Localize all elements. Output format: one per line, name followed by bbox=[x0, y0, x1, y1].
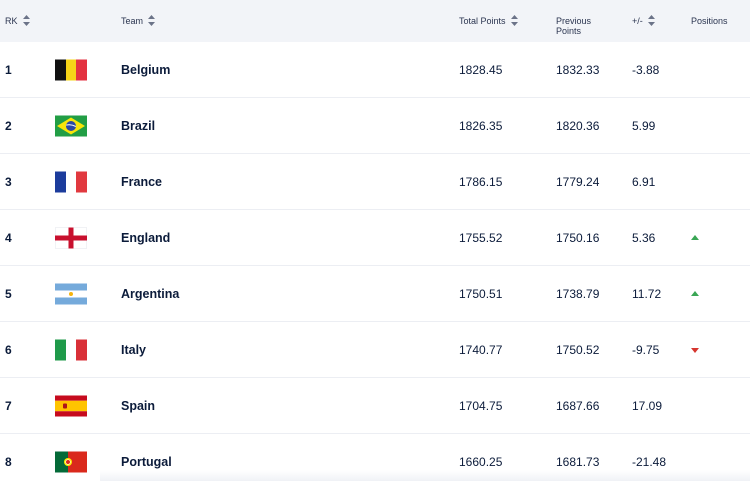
previous-points-cell: 1750.16 bbox=[556, 230, 600, 245]
previous-points-header-label: Previous Points bbox=[556, 16, 592, 36]
position-up-icon bbox=[689, 290, 701, 298]
team-column-header[interactable]: Team bbox=[121, 15, 156, 27]
points-change-cell: 11.72 bbox=[632, 286, 662, 301]
team-name-link[interactable]: Italy bbox=[121, 342, 147, 357]
points-change-cell: 17.09 bbox=[632, 398, 663, 413]
positions-column-header: Positions bbox=[691, 16, 728, 26]
team-name-link[interactable]: France bbox=[121, 174, 162, 189]
team-name-link[interactable]: England bbox=[121, 230, 171, 245]
sort-icon[interactable] bbox=[22, 15, 30, 26]
team-name-link[interactable]: Spain bbox=[121, 398, 156, 413]
sort-icon[interactable] bbox=[647, 15, 655, 26]
spain-flag-icon bbox=[55, 395, 87, 416]
rank-cell: 4 bbox=[5, 230, 12, 245]
position-down-icon bbox=[689, 346, 701, 354]
rank-cell: 1 bbox=[5, 62, 12, 77]
total-points-cell: 1740.77 bbox=[459, 342, 503, 357]
rank-cell: 5 bbox=[5, 286, 12, 301]
table-row[interactable]: 1 Belgium 1828.45 1832.33 -3.88 bbox=[0, 42, 750, 98]
previous-points-column-header: Previous Points bbox=[556, 16, 606, 36]
england-flag-icon bbox=[55, 227, 87, 248]
points-change-cell: 5.99 bbox=[632, 118, 656, 133]
table-row[interactable]: 5 Argentina 1750.51 1738.79 11.72 bbox=[0, 266, 750, 322]
points-change-cell: 6.91 bbox=[632, 174, 656, 189]
total-points-header-label: Total Points bbox=[459, 16, 506, 26]
table-header: RK Team Total Points Previous Points +/-… bbox=[0, 0, 750, 42]
previous-points-cell: 1832.33 bbox=[556, 62, 600, 77]
brazil-flag-icon bbox=[55, 115, 87, 136]
team-name-link[interactable]: Portugal bbox=[121, 455, 172, 469]
change-column-header[interactable]: +/- bbox=[632, 15, 655, 27]
total-points-cell: 1826.35 bbox=[459, 118, 503, 133]
team-name-link[interactable]: Argentina bbox=[121, 286, 180, 301]
table-row[interactable]: 4 England 1755.52 1750.16 5.36 bbox=[0, 210, 750, 266]
rank-column-header[interactable]: RK bbox=[5, 15, 30, 27]
table-row[interactable]: 6 Italy 1740.77 1750.52 -9.75 bbox=[0, 322, 750, 378]
rank-cell: 7 bbox=[5, 398, 12, 413]
belgium-flag-icon bbox=[55, 59, 87, 80]
team-name-link[interactable]: Brazil bbox=[121, 118, 156, 133]
points-change-cell: -9.75 bbox=[632, 342, 660, 357]
rank-cell: 2 bbox=[5, 118, 12, 133]
points-change-cell: 5.36 bbox=[632, 230, 656, 245]
table-row[interactable]: 2 Brazil 1826.35 1820.36 5.99 bbox=[0, 98, 750, 154]
previous-points-cell: 1820.36 bbox=[556, 118, 600, 133]
change-header-label: +/- bbox=[632, 16, 643, 26]
previous-points-cell: 1681.73 bbox=[556, 455, 600, 469]
total-points-cell: 1828.45 bbox=[459, 62, 503, 77]
total-points-cell: 1660.25 bbox=[459, 455, 503, 469]
table-row[interactable]: 3 France 1786.15 1779.24 6.91 bbox=[0, 154, 750, 210]
total-points-column-header[interactable]: Total Points bbox=[459, 15, 518, 27]
previous-points-cell: 1779.24 bbox=[556, 174, 600, 189]
rank-header-label: RK bbox=[5, 16, 18, 26]
bottom-shadow bbox=[100, 470, 750, 481]
team-header-label: Team bbox=[121, 16, 144, 26]
previous-points-cell: 1738.79 bbox=[556, 286, 600, 301]
total-points-cell: 1750.51 bbox=[459, 286, 503, 301]
argentina-flag-icon bbox=[55, 283, 87, 304]
sort-icon[interactable] bbox=[510, 15, 518, 26]
table-row[interactable]: 7 Spain 1704.75 1687.66 17.09 bbox=[0, 378, 750, 434]
positions-header-label: Positions bbox=[691, 16, 728, 26]
rank-cell: 6 bbox=[5, 342, 12, 357]
rank-cell: 3 bbox=[5, 174, 12, 189]
france-flag-icon bbox=[55, 171, 87, 192]
table-row[interactable]: 8 Portugal 1660.25 1681.73 -21.48 bbox=[0, 434, 750, 490]
total-points-cell: 1704.75 bbox=[459, 398, 503, 413]
points-change-cell: -21.48 bbox=[632, 455, 667, 469]
team-name-link[interactable]: Belgium bbox=[121, 62, 171, 77]
sort-icon[interactable] bbox=[148, 15, 156, 26]
total-points-cell: 1755.52 bbox=[459, 230, 503, 245]
rank-cell: 8 bbox=[5, 455, 12, 469]
position-up-icon bbox=[689, 234, 701, 242]
italy-flag-icon bbox=[55, 339, 87, 360]
total-points-cell: 1786.15 bbox=[459, 174, 503, 189]
previous-points-cell: 1687.66 bbox=[556, 398, 600, 413]
previous-points-cell: 1750.52 bbox=[556, 342, 600, 357]
points-change-cell: -3.88 bbox=[632, 62, 660, 77]
portugal-flag-icon bbox=[55, 451, 87, 473]
